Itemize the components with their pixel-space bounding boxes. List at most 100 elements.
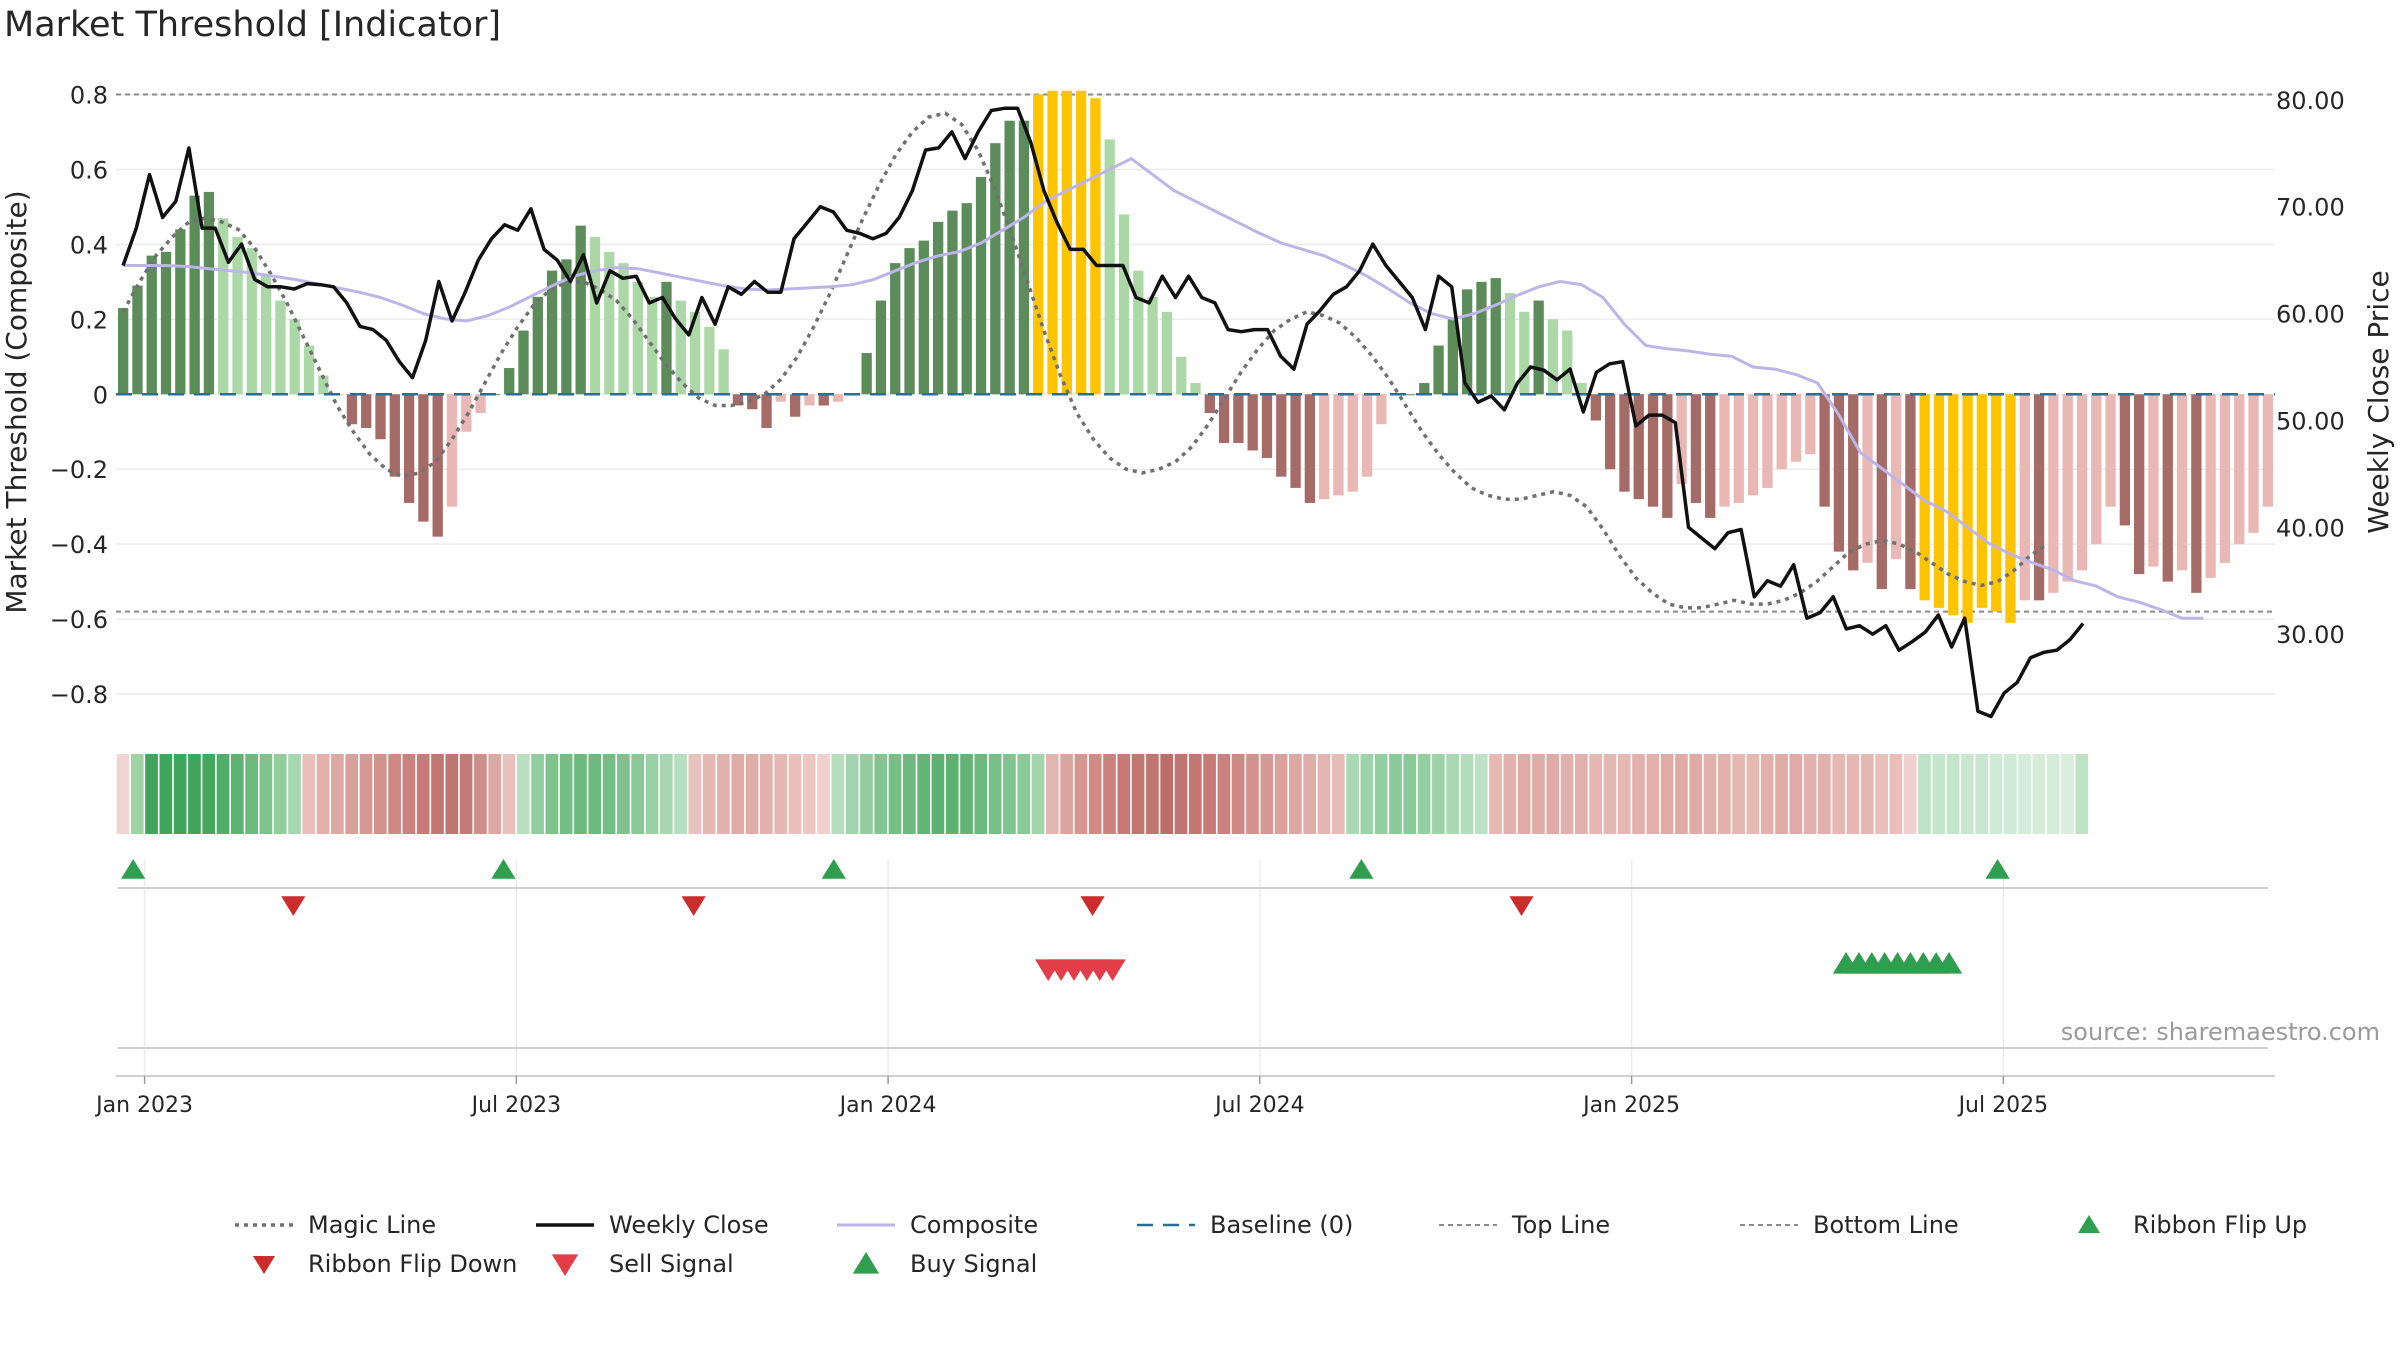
- composite-bar: [246, 248, 257, 395]
- ribbon-cell: [1975, 754, 1989, 834]
- ribbon-cell: [1961, 754, 1974, 834]
- legend-label: Sell Signal: [609, 1250, 734, 1278]
- ribbon-cell: [2061, 754, 2074, 834]
- composite-bar: [2033, 394, 2045, 601]
- composite-bar: [947, 210, 958, 395]
- composite-bar: [1190, 383, 1201, 395]
- composite-bar: [2248, 394, 2259, 533]
- composite-bar: [1204, 394, 1215, 413]
- composite-bar: [618, 263, 629, 395]
- ribbon-cell: [1060, 754, 1073, 834]
- composite-bar: [318, 375, 329, 395]
- composite-bar: [2162, 394, 2173, 582]
- y-left-tick-label: 0.2: [70, 306, 108, 334]
- ribbon-cell: [1389, 754, 1402, 834]
- composite-bar: [1790, 394, 1802, 462]
- composite-bar: [2091, 394, 2102, 545]
- ribbon-cell: [1103, 754, 1116, 834]
- legend-item: Top Line: [1439, 1211, 1610, 1239]
- ribbon-cell: [1918, 754, 1931, 834]
- ribbon-cell: [760, 754, 773, 834]
- ribbon-cell: [845, 754, 859, 834]
- ribbon-cell: [1146, 754, 1159, 834]
- weekly-close-line: [121, 106, 2085, 719]
- x-axis-ticks: Jan 2023 Jul 2023 Jan 2024 Jul 2024 Jan 2025…: [94, 1076, 2048, 1118]
- ribbon-cell: [1303, 754, 1317, 834]
- composite-bar: [1290, 394, 1301, 488]
- ribbon-cell: [1789, 754, 1803, 834]
- ribbon-cell: [1417, 754, 1431, 834]
- ribbon-cell: [331, 754, 344, 834]
- ribbon-cell: [474, 754, 487, 834]
- composite-bar: [1333, 394, 1344, 496]
- ribbon-cell: [531, 754, 544, 834]
- composite-bar: [1533, 300, 1544, 395]
- ribbon-cell: [273, 754, 287, 834]
- composite-bar: [990, 143, 1001, 395]
- ribbon-cell: [945, 754, 959, 834]
- ribbon-cell: [488, 754, 502, 834]
- ribbon-cell: [602, 754, 616, 834]
- y-right-tick-label: 60.00: [2276, 301, 2345, 329]
- composite-bar: [2019, 394, 2030, 601]
- ribbon-cell: [1717, 754, 1731, 834]
- signal-rows: [116, 859, 2275, 1077]
- composite-bar: [1376, 394, 1387, 425]
- composite-bar: [1447, 319, 1459, 395]
- right-axis-ticks: 80.00 70.00 60.00 50.00 40.00 30.00: [2276, 87, 2345, 649]
- composite-bar: [1762, 394, 1773, 488]
- composite-bar: [1933, 394, 1945, 608]
- ribbon-cell: [688, 754, 702, 834]
- composite-bar: [1218, 394, 1230, 443]
- composite-bar: [1862, 394, 1873, 563]
- ribbon-cell: [1617, 754, 1631, 834]
- ribbon-cell: [645, 754, 659, 834]
- composite-bar: [1176, 356, 1187, 395]
- legend-label: Weekly Close: [609, 1211, 769, 1239]
- legend-item: Composite: [837, 1211, 1038, 1239]
- y-left-tick-label: 0.8: [70, 81, 108, 109]
- composite-bar: [1133, 270, 1144, 395]
- ribbon-cell: [1217, 754, 1231, 834]
- composite-bar: [1676, 394, 1687, 485]
- composite-bar: [1604, 394, 1616, 470]
- ribbon-cell: [888, 754, 902, 834]
- composite-bar: [1490, 278, 1501, 395]
- composite-bar: [2119, 394, 2131, 526]
- ribbon-cell: [717, 754, 730, 834]
- composite-bar: [1890, 394, 1902, 560]
- ribbon-cell: [2046, 754, 2060, 834]
- composite-bar: [1962, 394, 1973, 623]
- ribbon-cell: [1846, 754, 1860, 834]
- ribbon-cell: [731, 754, 745, 834]
- y-left-tick-label: −0.8: [50, 681, 108, 709]
- composite-bar: [718, 349, 729, 395]
- ribbon-cell: [2018, 754, 2031, 834]
- ribbon-cell: [1031, 754, 1045, 834]
- ribbon-cell: [559, 754, 573, 834]
- ribbon-cell: [1818, 754, 1831, 834]
- composite-bar: [432, 394, 443, 537]
- ribbon-flip-down-marker: [681, 896, 706, 916]
- legend-label: Composite: [910, 1211, 1038, 1239]
- ribbon-cell: [960, 754, 973, 834]
- ribbon-flip-down-marker: [1080, 896, 1105, 916]
- ribbon-cell: [245, 754, 258, 834]
- composite-bar: [1433, 345, 1444, 395]
- composite-bar: [2219, 394, 2231, 563]
- ribbon-cell: [1360, 754, 1374, 834]
- ribbon-cell: [745, 754, 759, 834]
- composite-bar: [346, 394, 358, 425]
- composite-bar: [146, 255, 157, 395]
- ribbon-cell: [1946, 754, 1960, 834]
- composite-bar: [2148, 394, 2159, 567]
- ribbon-cell: [1074, 754, 1088, 834]
- composite-bar: [1619, 394, 1630, 492]
- ribbon-cell: [1374, 754, 1388, 834]
- x-tick-label: Jul 2024: [1213, 1093, 1305, 1118]
- ribbon-cell: [788, 754, 802, 834]
- composite-bar: [932, 221, 944, 395]
- composite-bar: [403, 394, 415, 503]
- legend-label: Top Line: [1511, 1211, 1610, 1239]
